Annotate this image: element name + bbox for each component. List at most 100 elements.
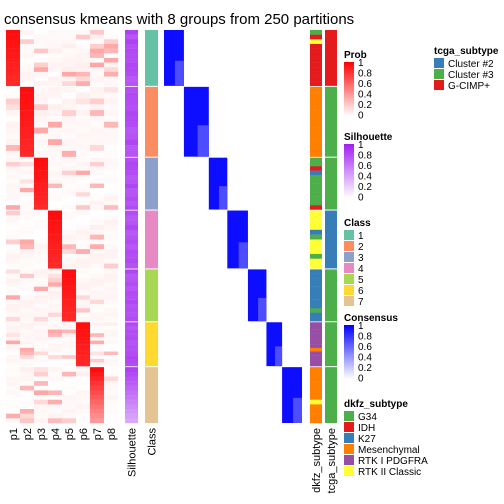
prob-cell bbox=[6, 244, 21, 250]
prob-cell bbox=[104, 71, 119, 77]
silhouette-cell bbox=[125, 381, 138, 386]
prob-cell bbox=[90, 385, 105, 391]
prob-cell bbox=[48, 121, 63, 128]
prob-cell bbox=[90, 127, 105, 134]
prob-cell bbox=[62, 34, 77, 40]
prob-cell bbox=[6, 376, 21, 382]
prob-cell bbox=[20, 229, 35, 235]
prob-cell bbox=[20, 418, 35, 424]
dkfz-subtype-cell bbox=[310, 358, 322, 363]
consensus-block bbox=[238, 242, 248, 269]
prob-cell bbox=[76, 220, 91, 226]
prob-cell bbox=[34, 340, 49, 345]
column-label: dkfz_subtype bbox=[311, 428, 323, 493]
legend-swatch bbox=[344, 274, 354, 284]
prob-cell bbox=[48, 110, 63, 117]
prob-cell bbox=[62, 347, 77, 352]
prob-cell bbox=[76, 62, 91, 68]
legend-label: 7 bbox=[358, 297, 364, 308]
prob-cell bbox=[62, 98, 77, 105]
prob-cell bbox=[6, 258, 21, 264]
silhouette-cell bbox=[125, 269, 138, 274]
silhouette-cell bbox=[125, 362, 138, 367]
prob-cell bbox=[62, 86, 77, 93]
prob-cell bbox=[6, 76, 21, 82]
legend-label: 5 bbox=[358, 275, 364, 286]
prob-cell bbox=[6, 286, 21, 292]
prob-cell bbox=[48, 347, 63, 352]
consensus-block bbox=[218, 186, 228, 210]
prob-cell bbox=[34, 98, 49, 105]
prob-cell bbox=[34, 333, 49, 338]
prob-cell bbox=[90, 215, 105, 221]
prob-cell bbox=[48, 385, 63, 391]
prob-cell bbox=[62, 57, 77, 63]
prob-cell bbox=[20, 53, 35, 59]
dkfz-subtype-cell bbox=[310, 390, 322, 396]
prob-cell bbox=[6, 145, 21, 152]
prob-cell bbox=[62, 371, 77, 377]
prob-cell bbox=[6, 166, 21, 171]
prob-cell bbox=[62, 157, 77, 163]
legend-tick: 0.2 bbox=[358, 363, 372, 374]
prob-cell bbox=[6, 404, 21, 410]
prob-cell bbox=[76, 71, 91, 77]
prob-cell bbox=[62, 133, 77, 140]
dkfz-subtype-cell bbox=[310, 48, 322, 54]
prob-cell bbox=[62, 62, 77, 68]
prob-cell bbox=[20, 376, 35, 382]
prob-cell bbox=[62, 71, 77, 77]
prob-cell bbox=[20, 104, 35, 111]
prob-cell bbox=[90, 282, 105, 287]
prob-cell bbox=[6, 86, 21, 93]
prob-cell bbox=[104, 325, 119, 330]
silhouette-cell bbox=[125, 115, 138, 122]
prob-cell bbox=[90, 200, 105, 206]
silhouette-cell bbox=[125, 53, 138, 59]
prob-cell bbox=[76, 409, 91, 414]
dkfz-subtype-cell bbox=[310, 220, 322, 226]
prob-cell bbox=[6, 170, 21, 176]
prob-cell bbox=[76, 86, 91, 93]
prob-cell bbox=[20, 127, 35, 134]
prob-cell bbox=[20, 340, 35, 345]
prob-cell bbox=[90, 362, 105, 367]
prob-cell bbox=[90, 229, 105, 235]
prob-cell bbox=[6, 57, 21, 63]
prob-cell bbox=[76, 390, 91, 396]
prob-cell bbox=[48, 57, 63, 63]
prob-cell bbox=[34, 179, 49, 184]
prob-cell bbox=[6, 344, 21, 349]
prob-cell bbox=[76, 413, 91, 419]
dkfz-subtype-cell bbox=[310, 229, 322, 235]
dkfz-subtype-cell bbox=[310, 404, 322, 410]
silhouette-cell bbox=[125, 316, 138, 322]
dkfz-subtype-cell bbox=[310, 110, 322, 117]
prob-cell bbox=[76, 81, 91, 87]
legend-label: Cluster #2 bbox=[448, 59, 494, 70]
prob-cell bbox=[6, 371, 21, 377]
prob-cell bbox=[6, 325, 21, 330]
prob-cell bbox=[62, 253, 77, 259]
prob-cell bbox=[48, 291, 63, 296]
prob-cell bbox=[76, 53, 91, 59]
legend-tick: 0.8 bbox=[358, 332, 372, 343]
prob-cell bbox=[48, 322, 63, 327]
prob-cell bbox=[6, 263, 21, 269]
prob-cell bbox=[6, 312, 21, 318]
prob-cell bbox=[20, 200, 35, 206]
prob-cell bbox=[20, 34, 35, 40]
prob-cell bbox=[34, 104, 49, 111]
prob-cell bbox=[104, 295, 119, 300]
prob-cell bbox=[20, 278, 35, 283]
prob-cell bbox=[76, 196, 91, 202]
prob-cell bbox=[104, 67, 119, 73]
prob-cell bbox=[76, 121, 91, 128]
prob-cell bbox=[62, 367, 77, 372]
silhouette-cell bbox=[125, 210, 138, 216]
prob-cell bbox=[62, 269, 77, 274]
prob-cell bbox=[48, 308, 63, 313]
dkfz-subtype-cell bbox=[310, 215, 322, 221]
prob-cell bbox=[76, 308, 91, 313]
prob-cell bbox=[48, 390, 63, 396]
